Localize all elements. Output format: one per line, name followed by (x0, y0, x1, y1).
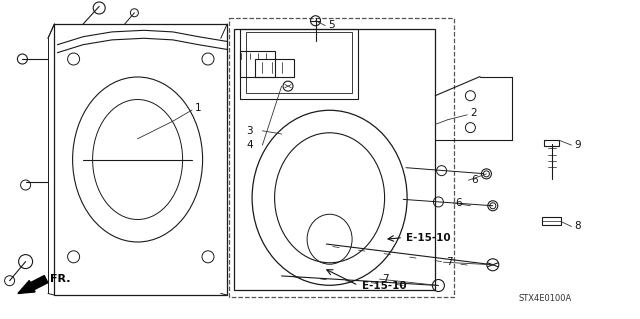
Bar (542, 217, 561, 225)
Bar (544, 140, 559, 146)
Bar (240, 51, 275, 77)
Text: 8: 8 (574, 221, 580, 232)
FancyArrow shape (18, 276, 48, 293)
Text: 4: 4 (246, 140, 253, 150)
Text: E-15-10: E-15-10 (406, 233, 451, 243)
Text: FR.: FR. (50, 274, 70, 284)
Bar (240, 29, 358, 99)
Text: 7: 7 (382, 274, 388, 284)
Text: E-15-10: E-15-10 (362, 280, 406, 291)
Text: 9: 9 (574, 140, 580, 150)
Bar (229, 18, 454, 297)
Text: 2: 2 (470, 108, 477, 118)
Text: 5: 5 (328, 20, 335, 30)
Bar (246, 32, 352, 93)
Text: 1: 1 (195, 103, 202, 114)
Text: STX4E0100A: STX4E0100A (518, 294, 572, 303)
Text: 6: 6 (471, 175, 477, 185)
Bar (255, 59, 294, 77)
Text: 6: 6 (456, 198, 462, 208)
Text: 7: 7 (446, 257, 452, 267)
Text: 3: 3 (246, 126, 253, 136)
